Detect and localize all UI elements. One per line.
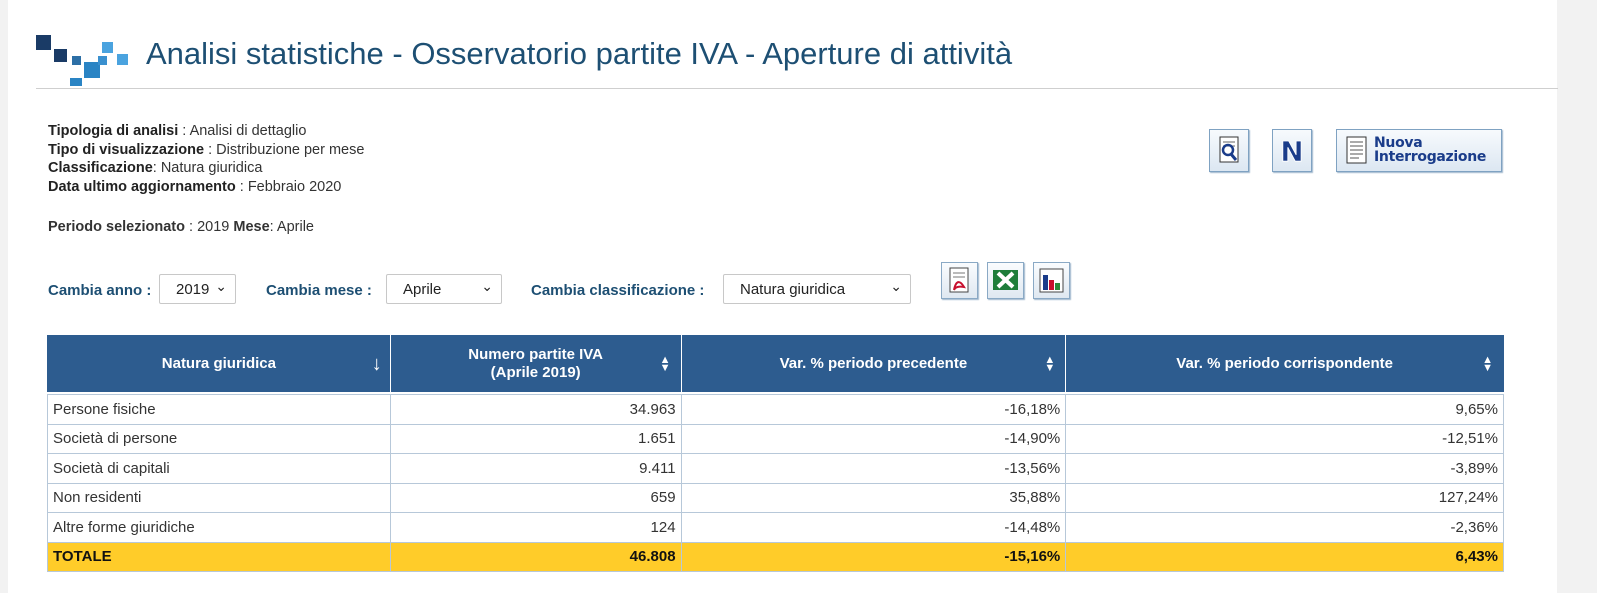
export-pdf-button[interactable]: [941, 262, 978, 299]
info-row-classificazione: Classificazione: Natura giuridica: [48, 160, 263, 177]
new-query-label: Nuova Interrogazione: [1374, 135, 1487, 165]
table-row: Altre forme giuridiche 124 -14,48% -2,36…: [47, 512, 1504, 543]
new-query-button[interactable]: Nuova Interrogazione: [1336, 129, 1502, 172]
page-title: Analisi statistiche - Osservatorio parti…: [146, 36, 1013, 71]
info-row-aggiornamento: Data ultimo aggiornamento : Febbraio 202…: [48, 179, 342, 196]
column-header-var-corrispondente[interactable]: Var. % periodo corrispondente ▲ ▼: [1065, 335, 1504, 393]
chevron-down-icon: ⌄: [215, 278, 227, 294]
year-select[interactable]: 2019 ⌄: [159, 274, 236, 304]
cell-numero: 1.651: [389, 423, 682, 454]
table-row: Non residenti 659 35,88% 127,24%: [47, 482, 1504, 513]
cell-numero: 659: [389, 482, 682, 513]
info-row-visualizzazione: Tipo di visualizzazione : Distribuzione …: [48, 141, 365, 158]
cell-natura: Non residenti: [47, 482, 391, 513]
table-row: Persone fisiche 34.963 -16,18% 9,65%: [47, 394, 1504, 425]
cell-var-precedente: -16,18%: [680, 394, 1067, 425]
cell-var-precedente: -14,48%: [680, 512, 1067, 543]
month-select[interactable]: Aprile ⌄: [386, 274, 502, 304]
excel-icon: [993, 270, 1018, 290]
classification-select-value: Natura giuridica: [740, 281, 846, 298]
search-document-button[interactable]: [1209, 129, 1249, 172]
results-table: Natura giuridica ↓ Numero partite IVA (Ap…: [47, 335, 1504, 572]
sort-icon: ▲ ▼: [659, 354, 671, 374]
cell-var-precedente: 35,88%: [680, 482, 1067, 513]
sort-desc-icon: ↓: [371, 353, 382, 375]
cell-var-corrispondente: -3,89%: [1065, 453, 1504, 484]
cell-var-precedente: -14,90%: [680, 423, 1067, 454]
cell-natura: Società di persone: [47, 423, 391, 454]
cell-total-numero: 46.808: [389, 541, 682, 572]
month-select-value: Aprile: [403, 281, 442, 298]
cell-natura: Società di capitali: [47, 453, 391, 484]
table-row: Società di capitali 9.411 -13,56% -3,89%: [47, 453, 1504, 484]
column-header-var-precedente[interactable]: Var. % periodo precedente ▲ ▼: [680, 335, 1067, 393]
year-filter-label: Cambia anno :: [48, 282, 152, 299]
sort-icon: ▲ ▼: [1482, 354, 1493, 374]
page-header: Analisi statistiche - Osservatorio parti…: [36, 26, 1558, 89]
bar-chart-icon: [1039, 268, 1064, 293]
n-icon: N: [1280, 135, 1304, 169]
cell-var-corrispondente: -2,36%: [1065, 512, 1504, 543]
page-left-margin: [0, 0, 8, 593]
export-excel-button[interactable]: [987, 262, 1024, 299]
year-select-value: 2019: [176, 281, 210, 298]
pdf-icon: [949, 267, 969, 293]
info-row-tipologia: Tipologia di analisi : Analisi di dettag…: [48, 123, 307, 139]
classification-filter-label: Cambia classificazione :: [531, 282, 705, 299]
chart-button[interactable]: [1033, 262, 1070, 299]
cell-natura: Altre forme giuridiche: [47, 512, 391, 543]
chevron-down-icon: ⌄: [890, 278, 902, 294]
table-row: Società di persone 1.651 -14,90% -12,51%: [47, 423, 1504, 454]
cell-numero: 9.411: [389, 453, 682, 484]
cell-total-var-precedente: -15,16%: [680, 541, 1067, 572]
table-header-row: Natura giuridica ↓ Numero partite IVA (Ap…: [47, 335, 1504, 393]
cell-numero: 34.963: [389, 394, 682, 425]
classification-select[interactable]: Natura giuridica ⌄: [723, 274, 911, 304]
column-header-natura[interactable]: Natura giuridica ↓: [47, 335, 391, 393]
selected-period: Periodo selezionato : 2019 Mese: Aprile: [48, 219, 314, 235]
cell-total-label: TOTALE: [47, 541, 391, 572]
cell-numero: 124: [389, 512, 682, 543]
column-header-numero[interactable]: Numero partite IVA (Aprile 2019) ▲ ▼: [389, 335, 682, 393]
page-right-margin: [1557, 0, 1597, 593]
total-row: TOTALE 46.808 -15,16% 6,43%: [47, 541, 1504, 572]
cell-var-corrispondente: 9,65%: [1065, 394, 1504, 425]
cell-var-corrispondente: -12,51%: [1065, 423, 1504, 454]
analysis-info: Tipologia di analisi : Analisi di dettag…: [48, 122, 364, 197]
notes-button[interactable]: N: [1272, 129, 1312, 172]
svg-text:N: N: [1280, 135, 1303, 168]
cell-var-corrispondente: 127,24%: [1065, 482, 1504, 513]
logo-squares-icon: [36, 30, 128, 86]
chevron-down-icon: ⌄: [481, 278, 493, 294]
month-filter-label: Cambia mese :: [266, 282, 372, 299]
cell-natura: Persone fisiche: [47, 394, 391, 425]
sort-icon: ▲ ▼: [1044, 354, 1056, 374]
cell-total-var-corrispondente: 6,43%: [1065, 541, 1504, 572]
document-icon: [1346, 136, 1367, 164]
search-document-icon: [1219, 136, 1239, 163]
cell-var-precedente: -13,56%: [680, 453, 1067, 484]
